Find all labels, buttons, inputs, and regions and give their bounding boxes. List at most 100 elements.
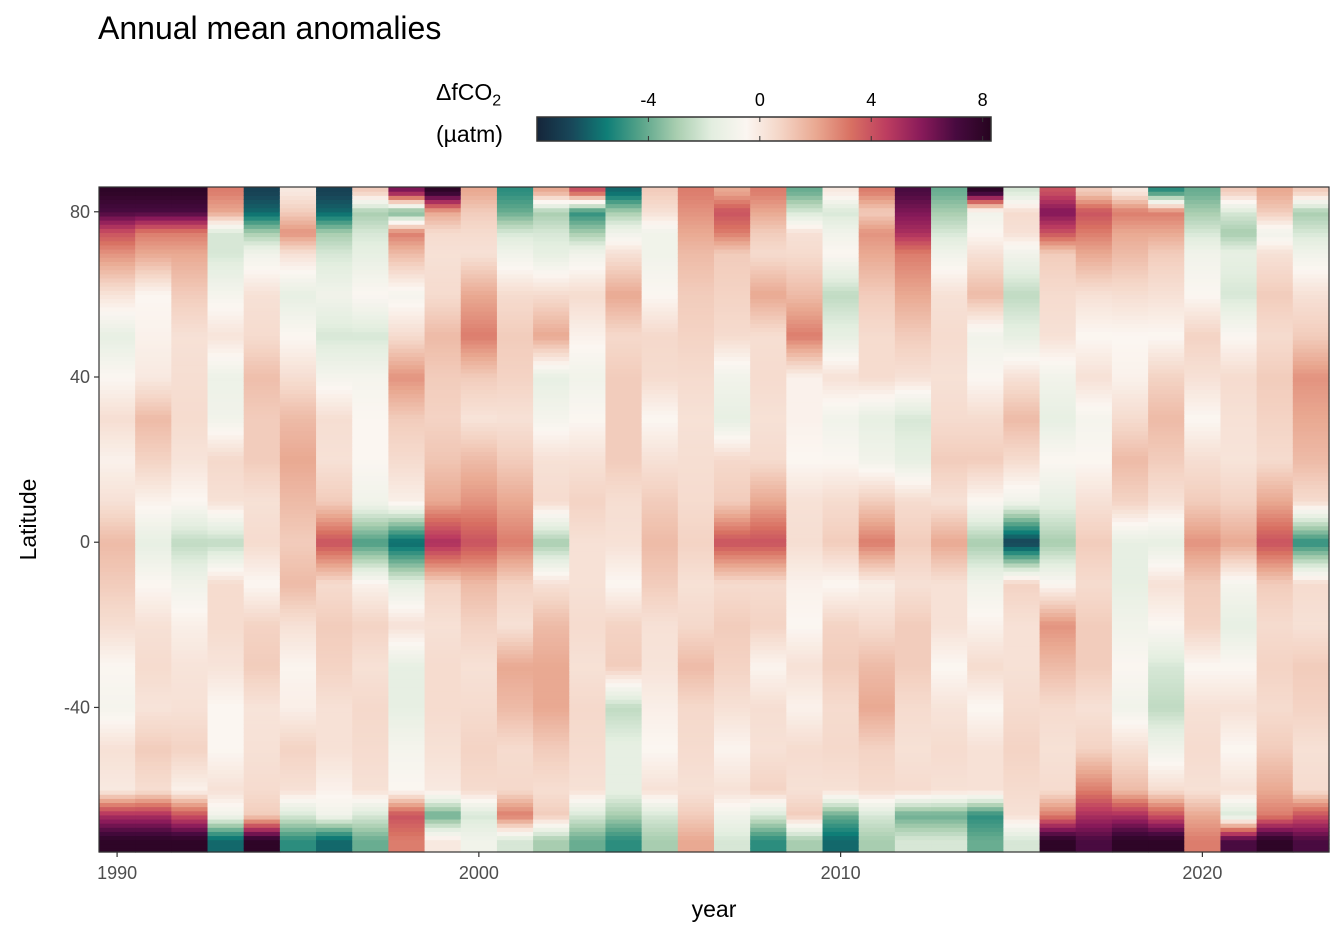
heatmap-cell <box>279 315 317 320</box>
heatmap-cell <box>352 567 390 572</box>
heatmap-cell <box>714 290 751 295</box>
heatmap-cell <box>533 562 570 568</box>
heatmap-cell <box>279 302 317 308</box>
heatmap-cell <box>677 818 715 824</box>
heatmap-cell <box>388 637 426 642</box>
heatmap-cell <box>931 666 968 671</box>
heatmap-cell <box>1111 546 1149 552</box>
heatmap-cell <box>207 472 245 477</box>
heatmap-cell <box>424 777 462 783</box>
heatmap-cell <box>931 546 968 552</box>
heatmap-cell <box>1111 335 1149 341</box>
heatmap-cell <box>1003 298 1041 304</box>
heatmap-cell <box>135 628 172 634</box>
heatmap-cell <box>279 368 317 374</box>
heatmap-cell <box>171 686 209 692</box>
heatmap-cell <box>1003 810 1041 816</box>
heatmap-cell <box>1039 306 1077 312</box>
heatmap-cell <box>460 492 498 498</box>
heatmap-cell <box>352 728 390 733</box>
heatmap-cell <box>605 695 643 700</box>
heatmap-cell <box>460 352 498 357</box>
heatmap-cell <box>714 331 751 337</box>
heatmap-cell <box>207 298 245 304</box>
heatmap-cell <box>931 372 968 378</box>
heatmap-cell <box>533 339 570 345</box>
heatmap-cell <box>1039 277 1077 283</box>
heatmap-cell <box>388 414 426 419</box>
heatmap-cell <box>1111 377 1149 382</box>
heatmap-cell <box>822 732 860 737</box>
heatmap-cell <box>171 207 209 213</box>
heatmap-cell <box>1003 430 1041 436</box>
heatmap-cell <box>460 538 498 543</box>
heatmap-cell <box>352 678 390 684</box>
heatmap-cell <box>858 513 896 519</box>
heatmap-cell <box>1003 802 1041 808</box>
heatmap-cell <box>533 224 570 229</box>
heatmap-cell <box>605 467 643 473</box>
heatmap-cell <box>1111 211 1149 217</box>
heatmap-cell <box>388 744 426 750</box>
heatmap-cell <box>677 236 715 242</box>
heatmap-cell <box>714 319 751 324</box>
heatmap-cell <box>1148 790 1185 795</box>
heatmap-cell <box>207 558 245 564</box>
heatmap-cell <box>1075 579 1113 585</box>
heatmap-cell <box>569 240 607 246</box>
heatmap-cell <box>424 269 462 275</box>
heatmap-cell <box>822 277 860 283</box>
heatmap-cell <box>460 438 498 444</box>
heatmap-cell <box>1111 538 1149 543</box>
heatmap-cell <box>135 348 172 353</box>
heatmap-cell <box>171 554 209 560</box>
heatmap-cell <box>822 554 860 560</box>
heatmap-cell <box>750 195 787 200</box>
heatmap-cell <box>279 492 317 498</box>
heatmap-cell <box>822 434 860 440</box>
heatmap-cell <box>496 459 534 465</box>
heatmap-cell <box>496 620 534 626</box>
heatmap-cell <box>207 761 245 766</box>
heatmap-cell <box>171 579 209 585</box>
heatmap-cell <box>1148 703 1185 709</box>
heatmap-cell <box>1184 385 1222 390</box>
heatmap-cell <box>1111 244 1149 250</box>
heatmap-cell <box>822 496 860 502</box>
heatmap-cell <box>641 410 679 415</box>
heatmap-cell <box>1148 397 1185 403</box>
heatmap-cell <box>533 443 570 448</box>
heatmap-cell <box>279 575 317 580</box>
heatmap-cell <box>605 360 643 366</box>
heatmap-cell <box>316 628 353 634</box>
heatmap-cell <box>894 492 932 498</box>
heatmap-cell <box>1039 728 1077 733</box>
heatmap-cell <box>135 839 172 845</box>
heatmap-cell <box>460 715 498 721</box>
heatmap-cell <box>786 430 824 436</box>
heatmap-cell <box>279 505 317 510</box>
heatmap-cell <box>1148 422 1185 428</box>
heatmap-cell <box>533 381 570 386</box>
heatmap-cell <box>352 608 390 614</box>
heatmap-cell <box>99 583 136 589</box>
heatmap-cell <box>894 248 932 254</box>
heatmap-cell <box>714 327 751 333</box>
heatmap-cell <box>750 790 787 795</box>
heatmap-cell <box>822 240 860 246</box>
heatmap-cell <box>352 711 390 717</box>
heatmap-cell <box>207 567 245 572</box>
heatmap-cell <box>569 740 607 746</box>
heatmap-cell <box>207 500 245 506</box>
heatmap-cell <box>316 377 353 382</box>
heatmap-cell <box>171 666 209 671</box>
heatmap-cell <box>931 583 968 589</box>
heatmap-cell <box>243 744 281 750</box>
heatmap-cell <box>1111 459 1149 465</box>
heatmap-cell <box>1148 744 1185 750</box>
heatmap-cell <box>316 595 353 601</box>
heatmap-cell <box>641 703 679 709</box>
heatmap-cell <box>99 372 136 378</box>
heatmap-cell <box>858 236 896 242</box>
heatmap-cell <box>677 525 715 531</box>
